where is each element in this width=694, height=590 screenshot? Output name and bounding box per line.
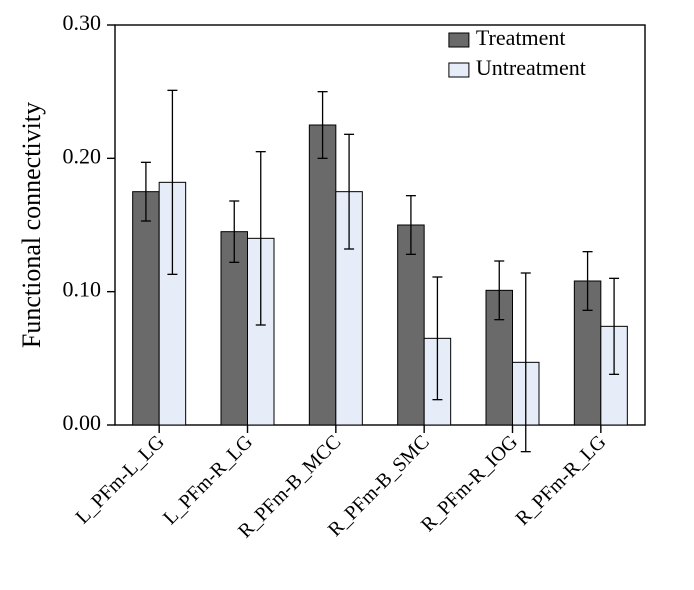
legend-label: Treatment (476, 25, 566, 50)
bar-treatment (398, 225, 425, 425)
bar-treatment (133, 192, 160, 425)
legend-swatch (449, 63, 469, 77)
ytick-label: 0.30 (63, 10, 102, 35)
y-axis-label: Functional connectivity (17, 102, 46, 348)
ytick-label: 0.10 (63, 277, 102, 302)
bar-treatment (309, 125, 336, 425)
legend-label: Untreatment (476, 55, 586, 80)
ytick-label: 0.20 (63, 143, 102, 168)
ytick-label: 0.00 (63, 410, 102, 435)
legend-swatch (449, 33, 469, 47)
functional-connectivity-bar-chart: 0.000.100.200.30Functional connectivityL… (0, 0, 694, 590)
